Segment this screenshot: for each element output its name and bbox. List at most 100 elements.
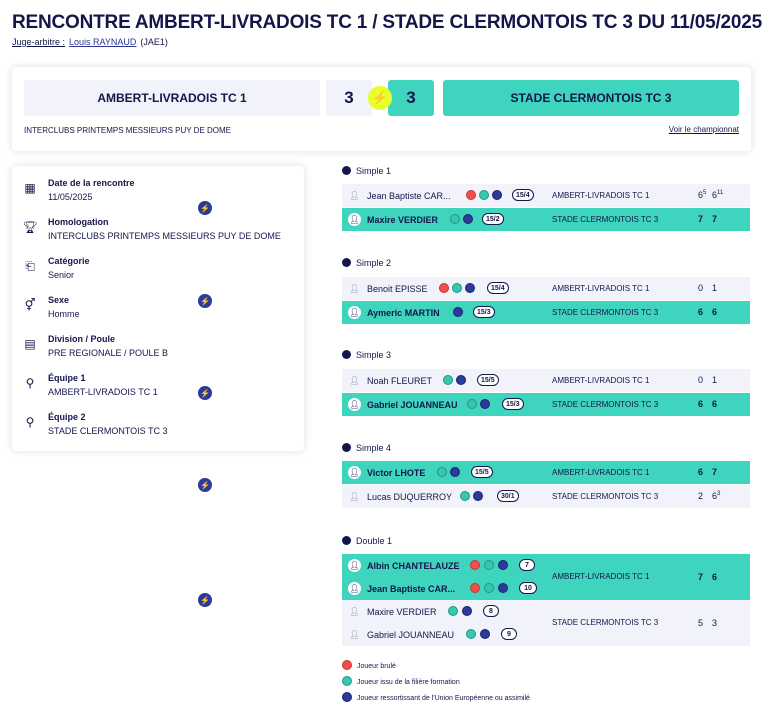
player-name[interactable]: Jean Baptiste CAR...: [367, 584, 456, 594]
section-simple-2: Simple 2: [342, 258, 391, 268]
player-rank: 30/1: [497, 490, 519, 502]
section-double-1: Double 1: [342, 536, 392, 546]
eu-player-icon: [480, 399, 490, 409]
page-title: RENCONTRE AMBERT-LIVRADOIS TC 1 / STADE …: [12, 12, 762, 33]
player-name[interactable]: Aymeric MARTIN: [367, 308, 440, 318]
player-name[interactable]: Lucas DUQUERROY: [367, 492, 453, 502]
player-icon: 👤︎: [349, 284, 360, 293]
team-name: AMBERT-LIVRADOIS TC 1: [552, 376, 650, 385]
tennis-ball-icon: [342, 166, 351, 175]
eu-player-icon: [342, 692, 352, 702]
player-name[interactable]: Gabriel JOUANNEAU: [367, 630, 455, 640]
player-rank: 15/2: [482, 213, 504, 225]
info-label: Homologation: [48, 217, 109, 227]
player-rank: 8: [483, 605, 499, 617]
team-name: AMBERT-LIVRADOIS TC 1: [552, 572, 650, 581]
double-team-row[interactable]: 👤︎ Albin CHANTELAUZE 7 👤︎ Jean Baptiste …: [342, 554, 750, 600]
calendar-icon: ▦: [24, 181, 36, 195]
player-rank: 15/5: [477, 374, 499, 386]
match-row[interactable]: 👤︎ Aymeric MARTIN 15/3 STADE CLERMONTOIS…: [342, 301, 750, 324]
formation-player-icon: [484, 560, 494, 570]
burned-player-icon: [342, 660, 352, 670]
set-1-score: 6: [698, 307, 704, 317]
set-1-score: 7: [698, 214, 704, 224]
team-name: AMBERT-LIVRADOIS TC 1: [552, 284, 650, 293]
player-icon: 👤︎: [348, 582, 361, 595]
racket-2-icon: ⚲: [25, 415, 35, 429]
match-row[interactable]: 👤︎ Noah FLEURET 15/5 AMBERT-LIVRADOIS TC…: [342, 369, 750, 392]
player-name[interactable]: Maxire VERDIER: [367, 215, 439, 225]
section-label: Simple 4: [356, 443, 392, 453]
match-row[interactable]: 👤︎ Victor LHOTE 15/5 AMBERT-LIVRADOIS TC…: [342, 461, 750, 484]
section-simple-4: Simple 4: [342, 443, 391, 453]
info-label: Date de la rencontre: [48, 178, 135, 188]
info-value: Senior: [48, 270, 75, 280]
match-row[interactable]: 👤︎ Gabriel JOUANNEAU 15/3 STADE CLERMONT…: [342, 393, 750, 416]
match-row[interactable]: 👤︎ Lucas DUQUERROY 30/1 STADE CLERMONTOI…: [342, 485, 750, 508]
section-label: Simple 1: [356, 166, 392, 176]
player-icon: 👤︎: [349, 191, 360, 200]
team-name: AMBERT-LIVRADOIS TC 1: [552, 191, 650, 200]
double-team-row[interactable]: 👤︎ Maxire VERDIER 8 👤︎ Gabriel JOUANNEAU…: [342, 600, 750, 646]
player-rank: 15/4: [487, 282, 509, 294]
referee-name-link[interactable]: Louis RAYNAUD: [69, 37, 137, 47]
burned-player-icon: [470, 560, 480, 570]
info-value: Homme: [48, 309, 80, 319]
versus-bolt-icon: ⚡: [198, 386, 212, 400]
player-name[interactable]: Benoit EPISSE: [367, 284, 428, 294]
eu-player-icon: [480, 629, 490, 639]
player-name[interactable]: Maxire VERDIER: [367, 607, 437, 617]
section-label: Simple 3: [356, 350, 392, 360]
match-row[interactable]: 👤︎ Jean Baptiste CAR... 15/4 AMBERT-LIVR…: [342, 184, 750, 207]
set-1-score: 6: [698, 399, 704, 409]
formation-player-icon: [452, 283, 462, 293]
set-2-score: 1: [712, 375, 718, 385]
formation-player-icon: [467, 399, 477, 409]
player-name[interactable]: Victor LHOTE: [367, 468, 426, 478]
set-2-score: 6: [712, 572, 718, 582]
burned-player-icon: [439, 283, 449, 293]
info-label: Catégorie: [48, 256, 90, 266]
player-name[interactable]: Jean Baptiste CAR...: [367, 191, 451, 201]
versus-bolt-icon: ⚡: [198, 593, 212, 607]
team-name: AMBERT-LIVRADOIS TC 1: [552, 468, 650, 477]
set-1-score: 6: [698, 467, 704, 477]
set-2-score: 1: [712, 283, 718, 293]
formation-player-icon: [448, 606, 458, 616]
tennis-ball-icon: [342, 350, 351, 359]
set-2-score: 3: [712, 618, 718, 628]
section-simple-3: Simple 3: [342, 350, 391, 360]
set-1-score: 2: [698, 491, 704, 501]
formation-player-icon: [437, 467, 447, 477]
set-2-score: 6: [712, 399, 718, 409]
view-championship-link[interactable]: Voir le championnat: [668, 125, 739, 134]
info-label: Division / Poule: [48, 334, 116, 344]
match-row[interactable]: 👤︎ Benoit EPISSE 15/4 AMBERT-LIVRADOIS T…: [342, 277, 750, 300]
player-name[interactable]: Noah FLEURET: [367, 376, 433, 386]
versus-bolt-icon: ⚡: [368, 86, 392, 110]
category-icon: ⎗: [25, 258, 35, 273]
legend-burned: Joueur brulé: [342, 660, 396, 670]
set-1-score: 65: [698, 190, 707, 200]
referee-code: (JAE1): [140, 37, 168, 47]
match-row[interactable]: 👤︎ Maxire VERDIER 15/2 STADE CLERMONTOIS…: [342, 208, 750, 231]
section-label: Double 1: [356, 536, 393, 546]
team-name: STADE CLERMONTOIS TC 3: [552, 618, 659, 627]
versus-bolt-icon: ⚡: [198, 201, 212, 215]
home-team-name: AMBERT-LIVRADOIS TC 1: [24, 80, 320, 116]
set-1-score: 5: [698, 618, 704, 628]
eu-player-icon: [492, 190, 502, 200]
player-icon: 👤︎: [349, 492, 360, 501]
formation-player-icon: [450, 214, 460, 224]
away-team-score: 3: [388, 80, 434, 116]
formation-player-icon: [479, 190, 489, 200]
set-2-score: 611: [712, 190, 724, 200]
player-name[interactable]: Gabriel JOUANNEAU: [367, 400, 458, 410]
legend-formation: Joueur issu de la filière formation: [342, 676, 460, 686]
scoreboard-card: AMBERT-LIVRADOIS TC 1 3 ⚡ 3 STADE CLERMO…: [12, 67, 751, 151]
referee-line: Juge-arbitre : Louis RAYNAUD (JAE1): [12, 37, 168, 47]
tennis-ball-icon: [342, 258, 351, 267]
player-name[interactable]: Albin CHANTELAUZE: [367, 561, 460, 571]
trophy-icon: 🏆︎: [22, 220, 38, 234]
player-icon: 👤︎: [348, 559, 361, 572]
